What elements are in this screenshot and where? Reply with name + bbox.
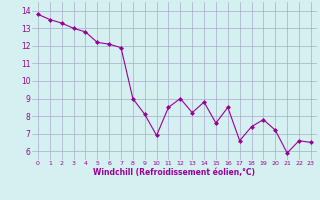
X-axis label: Windchill (Refroidissement éolien,°C): Windchill (Refroidissement éolien,°C) bbox=[93, 168, 255, 177]
